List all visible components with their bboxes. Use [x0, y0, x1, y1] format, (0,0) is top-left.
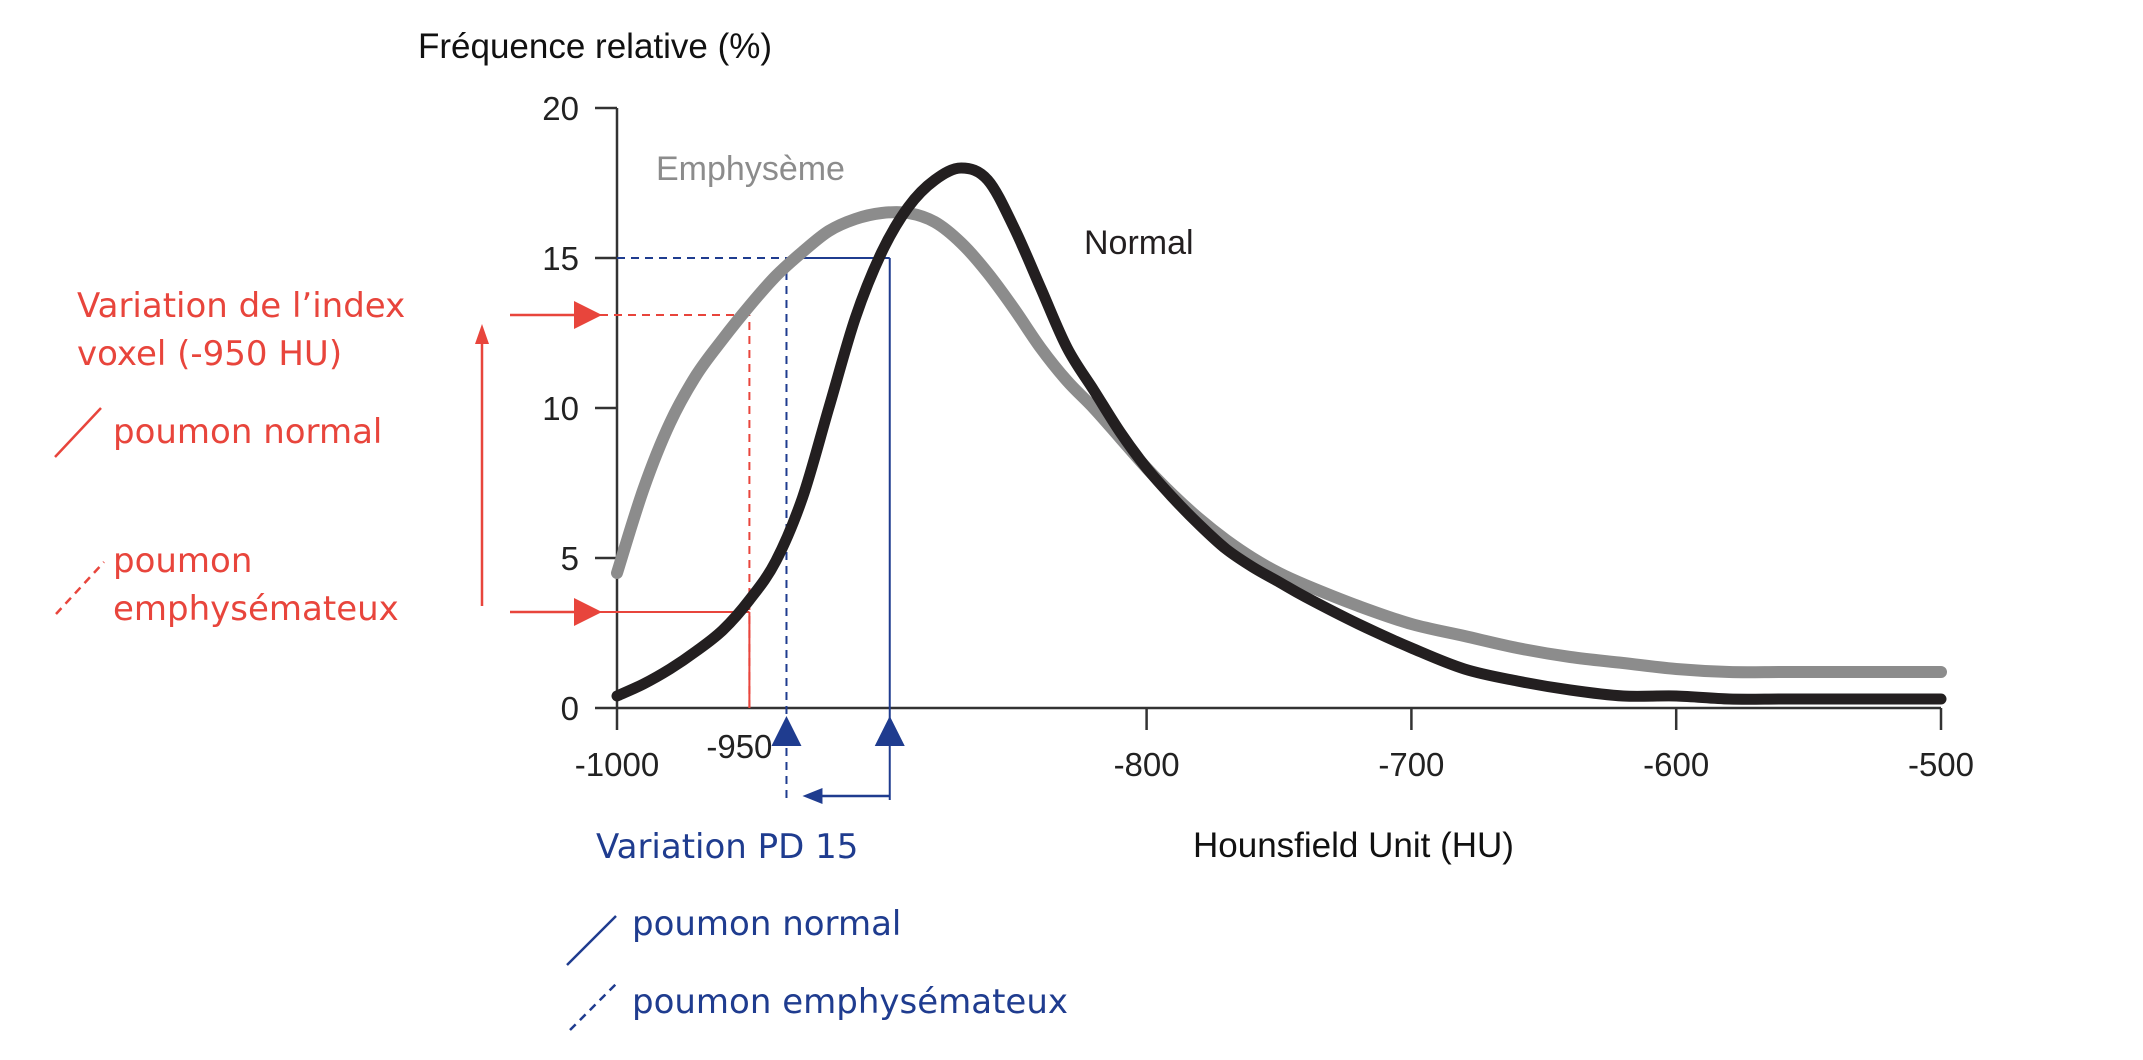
- blue-marker-triangle-0: [771, 716, 802, 746]
- y-tick-label-0: 0: [561, 690, 579, 727]
- y-axis-label: Fréquence relative (%): [418, 27, 772, 66]
- blue-dashed-legend-symbol: [569, 980, 620, 1031]
- blue-legend-emphysema: poumon emphysémateux: [632, 982, 1068, 1022]
- red-arrow-head-1: [574, 598, 602, 626]
- normal-curve: [611, 162, 1947, 705]
- curves: [611, 162, 1947, 705]
- y-tick-label-15: 15: [542, 240, 579, 277]
- y-tick-label-5: 5: [561, 540, 579, 577]
- x-tick-label--600: -600: [1643, 746, 1709, 783]
- series-label-emphysema: Emphysème: [656, 150, 845, 188]
- red-arrow-head-0: [574, 301, 602, 329]
- y-ticks: 0 5 10 15 20: [542, 90, 617, 727]
- y-tick-label-10: 10: [542, 390, 579, 427]
- x-axis-label: Hounsfield Unit (HU): [1193, 826, 1514, 865]
- blue-marker-triangle-1: [874, 716, 905, 746]
- blue-legend-normal: poumon normal: [632, 904, 901, 944]
- x-tick-label--500: -500: [1908, 746, 1974, 783]
- voxel-index-annotation: Variation de l’index voxel (-950 HU) pou…: [54, 286, 489, 629]
- x-tick-label--1000: -1000: [575, 746, 659, 783]
- x-tick-label--800: -800: [1114, 746, 1180, 783]
- x-tick-label-extra: -950: [706, 728, 772, 765]
- voxel-index-title-line1: Variation de l’index: [77, 286, 405, 326]
- pd15-title: Variation PD 15: [596, 827, 858, 867]
- voxel-index-title-line2: voxel (-950 HU): [77, 334, 342, 374]
- red-legend-emphysema-line1: poumon: [113, 541, 252, 581]
- voxel-variation-arrow-head: [475, 324, 489, 344]
- pd15-annotation: Variation PD 15 poumon normal poumon emp…: [566, 827, 1068, 1031]
- red-legend-emphysema-line2: emphysémateux: [113, 589, 399, 629]
- red-dashed-legend-symbol: [55, 561, 105, 615]
- x-ticks: -1000 -800 -700 -600 -500 -950: [575, 708, 1974, 783]
- red-solid-legend-symbol: [54, 407, 102, 458]
- series-label-normal: Normal: [1084, 224, 1194, 262]
- blue-arrow-head: [802, 788, 823, 804]
- blue-solid-legend-symbol: [566, 915, 617, 966]
- red-legend-normal: poumon normal: [113, 412, 382, 452]
- x-tick-label--700: -700: [1378, 746, 1444, 783]
- y-tick-label-20: 20: [542, 90, 579, 127]
- axes: 0 5 10 15 20 -1000 -800 -700 -600 -500 -950: [542, 90, 1974, 783]
